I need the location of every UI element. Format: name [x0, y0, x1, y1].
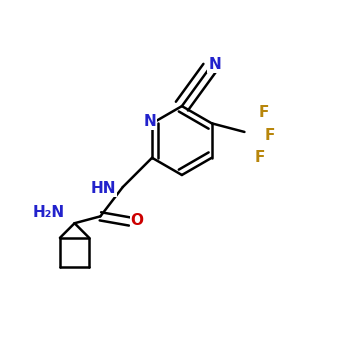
Text: F: F: [258, 105, 268, 120]
Text: H₂N: H₂N: [33, 205, 65, 220]
Text: N: N: [208, 57, 221, 72]
Text: N: N: [144, 114, 157, 129]
Text: O: O: [131, 213, 144, 228]
Text: HN: HN: [91, 181, 117, 196]
Text: F: F: [255, 150, 265, 165]
Text: F: F: [265, 128, 275, 143]
